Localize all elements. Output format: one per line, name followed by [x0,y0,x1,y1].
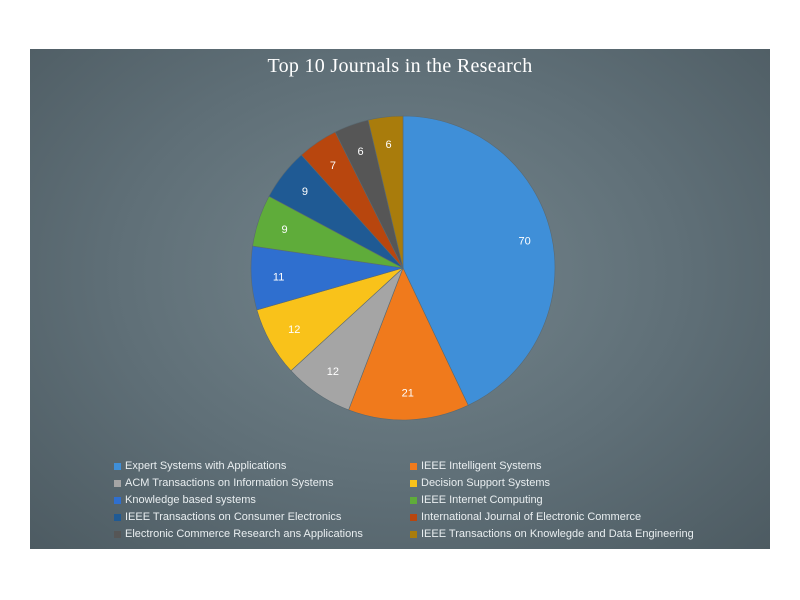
pie-slice [402,115,556,406]
legend-label: IEEE Transactions on Knowlegde and Data … [421,528,694,540]
legend-item: IEEE Intelligent Systems [410,458,541,474]
legend-swatch [410,513,417,521]
data-label: 6 [386,139,392,151]
legend-swatch [410,479,417,487]
legend-label: Expert Systems with Applications [125,460,287,472]
legend-item: IEEE Transactions on Knowlegde and Data … [410,526,694,542]
pie-chart: 70 21 12 12 11 9 9 7 6 6 [250,115,556,421]
pie-slice [367,115,404,269]
legend-swatch [114,496,121,504]
chart-panel: Top 10 Journals in the Research 70 21 12 12… [30,49,770,549]
legend-swatch [114,462,121,470]
legend-label: ACM Transactions on Information Systems [125,477,334,489]
legend-item: Decision Support Systems [410,475,550,491]
legend-item: Knowledge based systems [114,492,256,508]
legend-item: IEEE Transactions on Consumer Electronic… [114,509,341,525]
legend-swatch [114,479,121,487]
legend-item: Electronic Commerce Research ans Applica… [114,526,363,542]
legend-item: ACM Transactions on Information Systems [114,475,333,491]
data-label: 12 [288,324,300,336]
legend-swatch [114,513,121,521]
legend-label: IEEE Internet Computing [421,494,543,506]
data-label: 9 [302,186,308,198]
legend-label: Knowledge based systems [125,494,256,506]
data-label: 7 [330,160,336,172]
legend-swatch [410,530,417,538]
legend-label: Decision Support Systems [421,477,550,489]
pie-slice [348,267,469,421]
data-label: 9 [282,224,288,236]
legend-item: Expert Systems with Applications [114,458,286,474]
data-label: 21 [402,388,414,400]
legend-swatch [114,530,121,538]
legend-label: International Journal of Electronic Comm… [421,511,642,523]
legend-label: IEEE Transactions on Consumer Electronic… [125,511,342,523]
legend-swatch [410,462,417,470]
legend-swatch [410,496,417,504]
legend-label: Electronic Commerce Research ans Applica… [125,528,363,540]
data-label: 6 [358,146,364,158]
data-label: 11 [273,271,284,283]
chart-title: Top 10 Journals in the Research [267,55,533,77]
data-label: 70 [518,236,530,248]
legend-label: IEEE Intelligent Systems [421,460,542,472]
legend-item: International Journal of Electronic Comm… [410,509,641,525]
data-label: 12 [327,366,339,378]
legend-item: IEEE Internet Computing [410,492,543,508]
